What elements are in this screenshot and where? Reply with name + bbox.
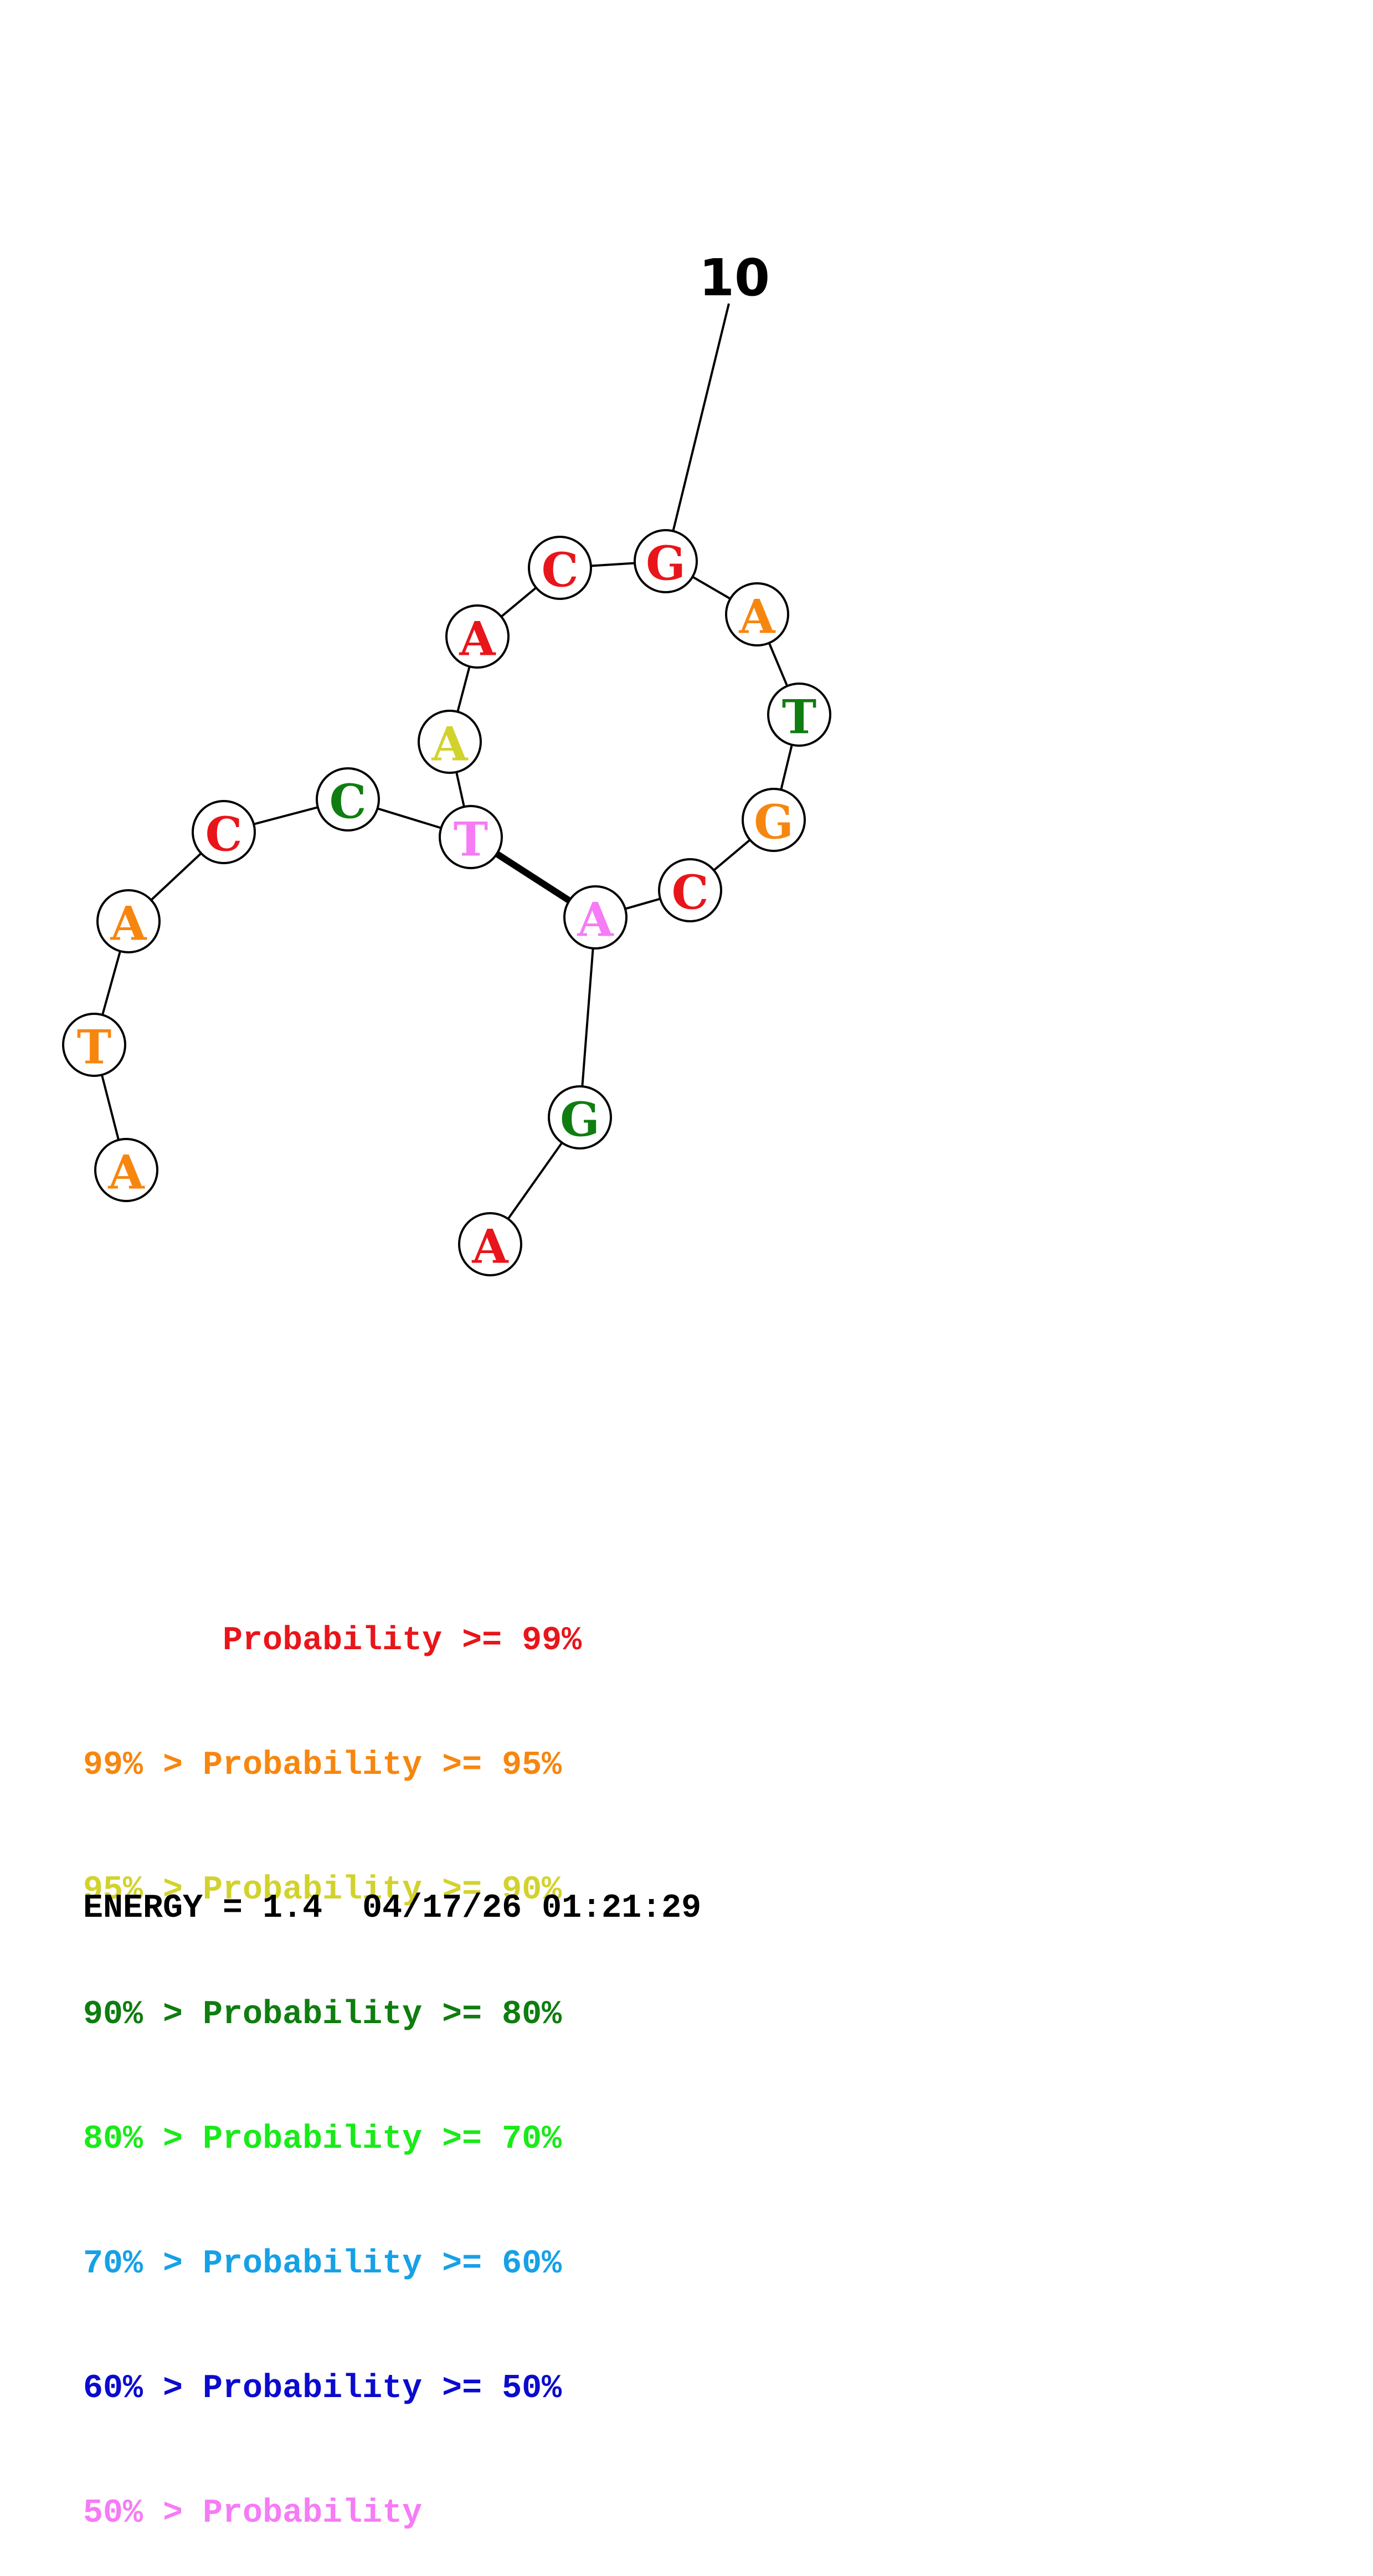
nucleotide: T <box>62 1013 126 1077</box>
nucleotide-letter: A <box>107 1145 145 1200</box>
nucleotide: C <box>192 800 256 864</box>
nucleotide: A <box>458 1212 522 1276</box>
pair-layer <box>495 851 572 904</box>
nucleotide-circle <box>94 1138 158 1202</box>
legend-row: 99% > Probability >= 95% <box>83 1747 562 1784</box>
nucleotide: G <box>548 1085 612 1150</box>
nucleotide-letter: A <box>577 892 614 947</box>
nucleotide: T <box>767 683 831 747</box>
nucleotide-letter: C <box>330 774 367 829</box>
nucleotide: A <box>445 604 510 669</box>
nucleotide: A <box>418 710 482 774</box>
tick-label: 10 <box>699 248 770 307</box>
nucleotide-letter: C <box>205 807 243 862</box>
nucleotide: A <box>725 582 789 646</box>
nucleotide: C <box>658 858 722 922</box>
nucleotide-letter: A <box>459 612 496 666</box>
nucleotide: A <box>563 885 628 950</box>
nucleotide-letter: A <box>738 589 776 644</box>
nucleotide-circle <box>418 710 482 774</box>
nucleotide-letter: G <box>560 1092 600 1147</box>
legend-row: Probability >= 99% <box>223 1622 582 1660</box>
nucleotide-circle <box>548 1085 612 1150</box>
nucleotide-letter: T <box>782 690 817 745</box>
legend-row: 70% > Probability >= 60% <box>83 2245 562 2283</box>
energy-footer: ENERGY = 1.4 04/17/26 01:21:29 <box>83 1890 702 1927</box>
nucleotide-circle <box>439 805 503 869</box>
nucleotide: C <box>528 536 592 600</box>
nucleotide-circle <box>192 800 256 864</box>
nucleotide-circle <box>528 536 592 600</box>
nucleotide-letter: G <box>646 536 686 591</box>
legend-row: 90% > Probability >= 80% <box>83 1996 562 2034</box>
tick-line <box>665 303 730 562</box>
nucleotide-letter: C <box>542 543 579 598</box>
nucleotide-letter: T <box>454 812 488 867</box>
nucleotide-circle <box>563 885 628 950</box>
nucleotide: T <box>439 805 503 869</box>
nucleotide-letter: A <box>431 717 469 772</box>
legend-row: 80% > Probability >= 70% <box>83 2121 562 2158</box>
nucleotide: A <box>94 1138 158 1202</box>
base-pair-bond <box>495 851 572 904</box>
nucleotide-circle <box>767 683 831 747</box>
nucleotide-circle <box>96 889 161 953</box>
legend-row: 95% > Probability >= 90% <box>83 1871 562 1909</box>
nucleotide: A <box>96 889 161 953</box>
nucleotide-circle <box>658 858 722 922</box>
nucleotide-letter: G <box>754 795 794 850</box>
nucleotide-circle <box>445 604 510 669</box>
backbone-segment <box>579 917 596 1118</box>
nucleotide-circle <box>62 1013 126 1077</box>
nucleotide-circle <box>316 767 380 832</box>
probability-legend: Probability >= 99% 99% > Probability >= … <box>83 1537 582 2576</box>
nucleotide-letter: A <box>471 1219 509 1274</box>
nucleotide-circle <box>742 788 806 852</box>
nucleotide-circle <box>634 529 698 593</box>
nucleotide-circle <box>725 582 789 646</box>
nucleotide-letter: C <box>672 865 709 920</box>
nucleotide-letter: A <box>110 896 147 951</box>
nucleotide-circle <box>458 1212 522 1276</box>
nucleotide: G <box>742 788 806 852</box>
nucleotide: C <box>316 767 380 832</box>
nucleotide-letter: T <box>77 1020 112 1075</box>
nucleotide: G <box>634 529 698 593</box>
legend-row: 50% > Probability <box>83 2495 423 2532</box>
tick-layer: 10 <box>665 248 770 562</box>
legend-row: 60% > Probability >= 50% <box>83 2370 562 2408</box>
